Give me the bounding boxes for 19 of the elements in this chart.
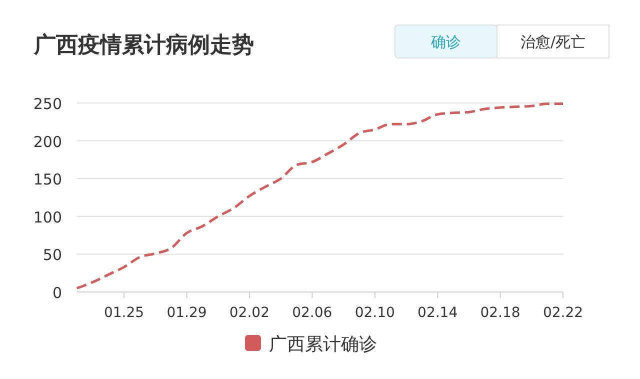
y-tick-label: 200 xyxy=(33,132,62,151)
x-tick-label: 02.18 xyxy=(480,305,520,321)
chart-title: 广西疫情累计病例走势 xyxy=(33,32,254,58)
x-tick-label: 01.29 xyxy=(166,305,207,321)
x-tick-label: 02.02 xyxy=(229,305,270,321)
y-tick-label: 250 xyxy=(33,95,62,113)
x-tick-label: 02.06 xyxy=(292,305,332,321)
y-tick-label: 100 xyxy=(33,208,62,226)
y-tick-label: 150 xyxy=(33,170,62,189)
x-tick-label: 02.14 xyxy=(418,305,458,321)
y-tick-label: 0 xyxy=(52,284,62,302)
x-tick-label: 01.25 xyxy=(104,305,144,321)
text: 确诊 xyxy=(430,33,461,51)
x-tick-label: 02.22 xyxy=(542,305,584,321)
text: 治愈/死亡 xyxy=(520,33,586,51)
y-tick-label: 50 xyxy=(42,246,62,264)
legend-label: 广西累计确诊 xyxy=(269,334,377,355)
x-tick-label: 02.10 xyxy=(354,305,395,321)
line-series xyxy=(76,102,564,290)
